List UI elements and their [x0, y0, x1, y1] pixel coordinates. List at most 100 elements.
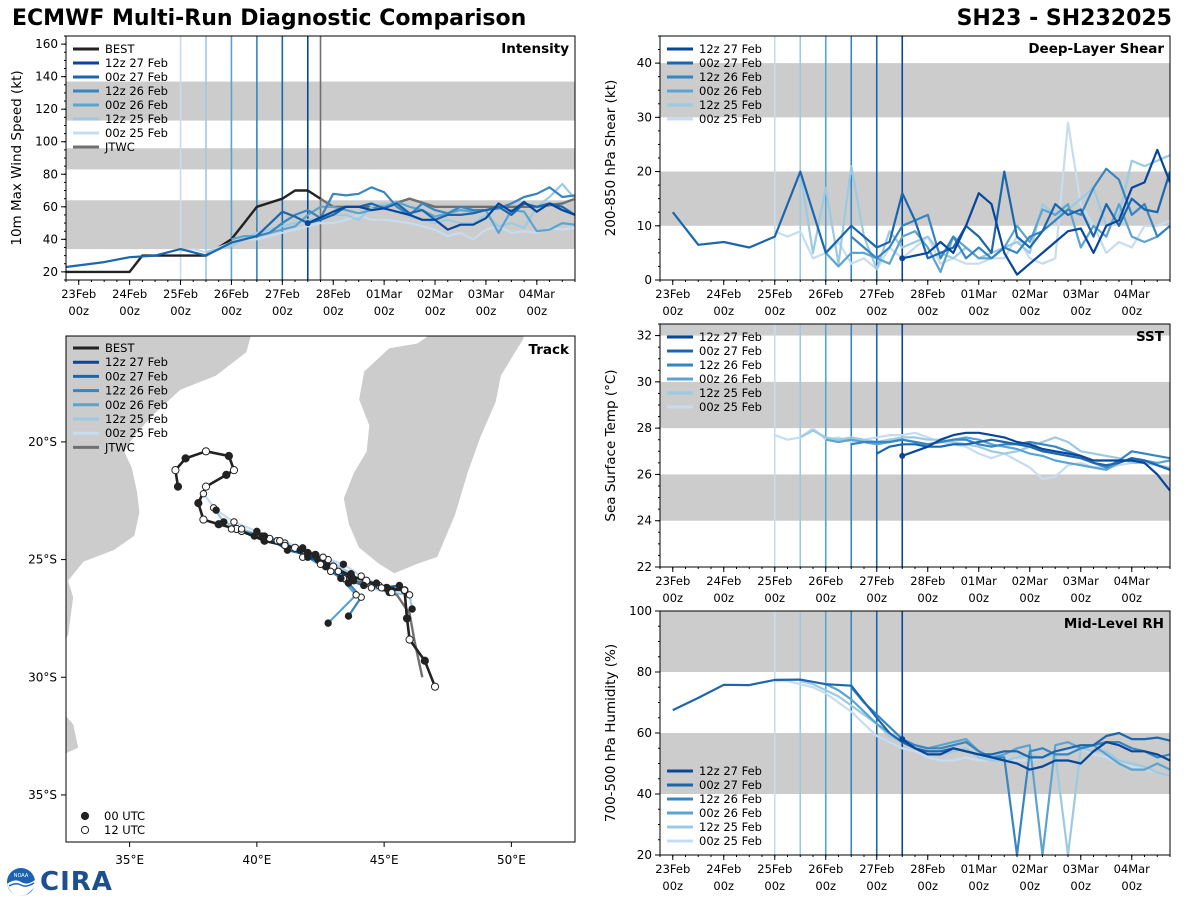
y-tick-label: 30°S [28, 670, 57, 684]
track-point [237, 525, 246, 533]
track-point [324, 619, 332, 627]
legend-label: 12z 25 Feb [699, 98, 762, 112]
series-line [901, 431, 1170, 492]
track-point [194, 498, 203, 508]
series-line [307, 200, 575, 231]
intensity-plot-area [66, 36, 575, 280]
init-marker [899, 255, 906, 262]
x-tick-label: 25Feb [757, 287, 792, 301]
x-tick-label: 25Feb [757, 862, 792, 876]
x-tick-label: 00z [1070, 879, 1091, 893]
x-tick-label: 00z [764, 879, 785, 893]
track-point [430, 682, 440, 691]
legend-label: 12z 26 Feb [699, 358, 762, 372]
x-tick-label: 00z [764, 591, 785, 605]
track-point [339, 560, 348, 568]
legend-label: 12z 27 Feb [105, 355, 168, 369]
x-tick-label: 26Feb [808, 574, 843, 588]
track-point [222, 470, 231, 479]
y-tick-label: 24 [637, 514, 652, 528]
track-point [253, 527, 261, 536]
y-tick-label: 35°S [28, 788, 57, 802]
y-tick-label: 25°S [28, 553, 57, 567]
shear-plot-area [660, 36, 1170, 280]
y-tick-label: 160 [35, 37, 58, 51]
x-tick-label: 00z [815, 879, 836, 893]
x-tick-label: 25Feb [163, 287, 198, 301]
y-tick-label: 60 [43, 200, 58, 214]
legend-label: 12z 25 Feb [699, 820, 762, 834]
x-tick-label: 00z [374, 304, 395, 318]
madagascar-landmass [342, 336, 525, 575]
track-map-area [66, 336, 525, 755]
x-tick-label: 28Feb [910, 862, 945, 876]
x-tick-label: 35°E [115, 853, 144, 867]
x-tick-label: 00z [272, 304, 293, 318]
track-point [199, 515, 208, 524]
y-axis-label: 10m Max Wind Speed (kt) [9, 70, 25, 245]
x-tick-label: 27Feb [859, 287, 894, 301]
track-panel: 35°E 40°E 45°E 50°E 20°S 25°S 30°S 35°S Track BES… [28, 335, 576, 867]
track-point [395, 581, 404, 590]
legend-label: 00z 27 Feb [699, 344, 762, 358]
x-tick-label: 00z [968, 879, 989, 893]
track-point [344, 579, 353, 587]
y-tick-label: 40 [637, 56, 652, 70]
track-point [347, 570, 355, 578]
series-line [256, 186, 575, 238]
x-tick-label: 00z [1121, 591, 1142, 605]
cira-text: CIRA [40, 867, 113, 897]
x-tick-label: 00z [526, 304, 547, 318]
x-tick-label: 02Mar [1012, 287, 1049, 301]
x-tick-label: 27Feb [265, 287, 300, 301]
legend-label: 12z 25 Feb [699, 386, 762, 400]
threshold-band [660, 611, 1170, 672]
rh-plot-area [660, 611, 1170, 855]
y-tick-label: 20 [43, 265, 58, 279]
x-tick-label: 04Mar [1114, 574, 1151, 588]
series-line [671, 170, 1170, 260]
x-tick-label: 23Feb [655, 574, 690, 588]
x-tick-label: 23Feb [655, 287, 690, 301]
track-point [212, 506, 220, 514]
y-tick-label: 100 [35, 135, 58, 149]
intensity-panel: 20 40 60 80 100 120 140 160 23Feb 00z 24Feb 00z 25Fe… [9, 35, 576, 318]
legend-label: BEST [105, 42, 135, 56]
y-tick-label: 10 [637, 219, 652, 233]
south-coast-landmass [66, 714, 80, 755]
legend-label: 00z 25 Feb [699, 400, 762, 414]
x-tick-label: 00z [713, 591, 734, 605]
x-tick-label: 28Feb [910, 574, 945, 588]
legend-label: 12z 26 Feb [105, 84, 168, 98]
y-tick-label: 120 [35, 102, 58, 116]
track-point [402, 614, 412, 623]
x-tick-label: 24Feb [112, 287, 147, 301]
legend-label: 00z 27 Feb [105, 70, 168, 84]
track-point [319, 553, 327, 561]
y-tick-label: 30 [637, 375, 652, 389]
marker-label: 00 UTC [104, 809, 145, 823]
x-tick-label: 01Mar [961, 574, 998, 588]
track-point [316, 560, 325, 568]
x-tick-label: 04Mar [1114, 287, 1151, 301]
threshold-band [660, 171, 1170, 226]
init-marker [304, 220, 311, 227]
track-point [408, 605, 416, 613]
track-point [420, 656, 429, 665]
x-tick-label: 45°E [370, 853, 399, 867]
x-tick-label: 24Feb [706, 862, 741, 876]
legend-label: 12z 25 Feb [105, 112, 168, 126]
track-point [201, 482, 211, 491]
x-tick-label: 00z [917, 304, 938, 318]
x-tick-label: 02Mar [417, 287, 454, 301]
x-tick-label: 04Mar [519, 287, 556, 301]
rh-panel: 20 40 60 80 100 23Feb 00z 24Feb 00z 25Feb 00z 26Feb… [603, 604, 1171, 893]
track-point [357, 572, 365, 580]
plot-frame [65, 335, 576, 843]
track-point [230, 518, 238, 526]
track-point [298, 544, 307, 552]
shear-panel: 0 10 20 30 40 23Feb 00z 24Feb 00z 25Feb 00z 26Feb 00… [603, 35, 1171, 318]
track-point [199, 489, 208, 498]
